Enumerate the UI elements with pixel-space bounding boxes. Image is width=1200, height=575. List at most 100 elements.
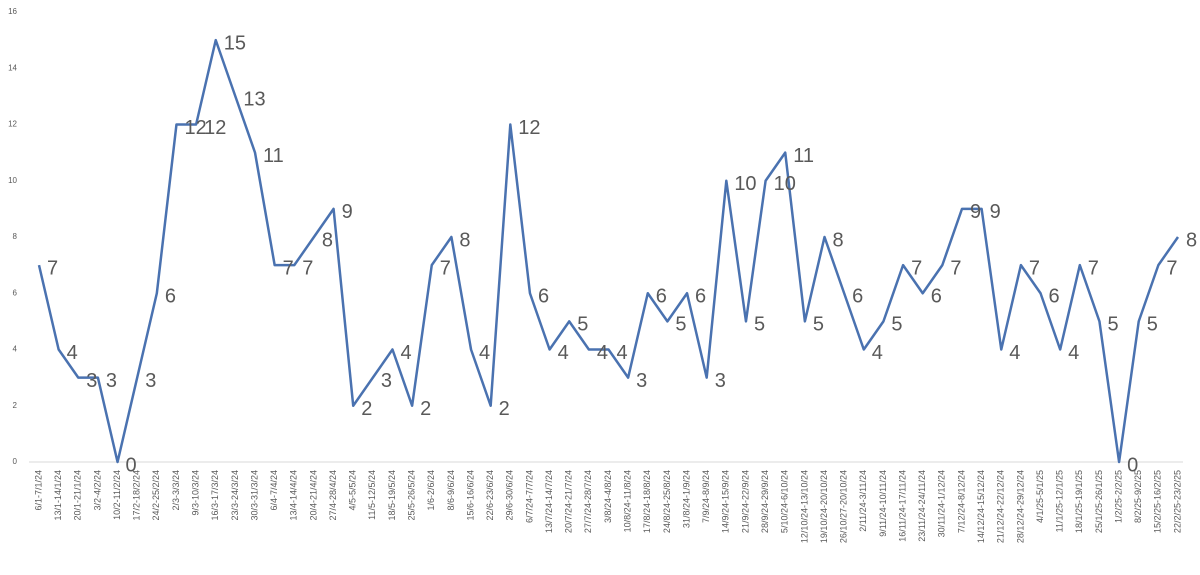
data-label: 7: [440, 257, 451, 279]
data-label: 7: [911, 257, 922, 279]
data-label: 3: [145, 370, 156, 392]
data-label: 6: [656, 286, 667, 308]
data-label: 11: [793, 145, 814, 167]
data-label: 9: [342, 201, 353, 223]
x-tick-label: 27/7/24-28/7/24: [583, 470, 593, 533]
x-tick-label: 2/11/24-3/11/24: [858, 470, 868, 532]
x-tick-label: 1/6-2/6/24: [426, 470, 436, 511]
y-tick-label: 10: [8, 176, 17, 185]
x-tick-label: 29/6-30/6/24: [505, 470, 515, 521]
data-label: 6: [931, 286, 942, 308]
x-tick-label: 16/11/24-17/11/24: [897, 470, 907, 542]
x-tick-label: 14/12/24-15/12/24: [976, 470, 986, 543]
data-label: 0: [126, 454, 137, 476]
x-tick-label: 5/10/24-6/10/24: [780, 470, 790, 533]
data-label: 7: [950, 257, 961, 279]
x-tick-label: 30/11/24-1/12/24: [937, 470, 947, 537]
x-tick-label: 20/7/24-21/7/24: [564, 470, 574, 533]
y-tick-label: 2: [13, 401, 18, 410]
data-label: 5: [675, 314, 686, 336]
y-tick-label: 4: [13, 345, 18, 354]
x-tick-label: 24/2-25/2/24: [151, 470, 161, 521]
x-tick-label: 19/10/24-20/10/24: [819, 470, 829, 543]
x-tick-label: 21/12/24-22/12/24: [996, 470, 1006, 543]
y-tick-label: 8: [13, 232, 18, 241]
data-label: 8: [833, 229, 844, 251]
data-label: 15: [224, 32, 246, 54]
x-tick-label: 7/9/24-8/9/24: [701, 470, 711, 523]
x-tick-label: 6/7/24-7/7/24: [524, 470, 534, 523]
x-tick-label: 25/5-26/5/24: [406, 470, 416, 521]
data-label: 12: [518, 117, 540, 139]
x-tick-label: 9/11/24-10/11/24: [878, 470, 888, 537]
x-tick-label: 22/6-23/6/24: [485, 470, 495, 521]
data-label: 9: [990, 201, 1001, 223]
x-tick-label: 3/8/24-4/8/24: [603, 470, 613, 523]
x-tick-label: 3/2-4/2/24: [92, 470, 102, 511]
x-tick-label: 26/10/27-20/10/24: [839, 470, 849, 543]
x-tick-label: 14/9/24-15/9/24: [721, 470, 731, 533]
data-label: 5: [1147, 314, 1158, 336]
data-label: 3: [106, 370, 117, 392]
x-tick-label: 25/1/25-26/1/25: [1094, 470, 1104, 533]
data-label: 5: [813, 314, 824, 336]
data-label: 8: [322, 229, 333, 251]
data-label: 4: [597, 342, 608, 364]
y-tick-label: 12: [8, 120, 17, 129]
data-label: 12: [184, 117, 206, 139]
x-tick-label: 11/1/25-12/1/25: [1055, 470, 1065, 532]
data-label: 12: [204, 117, 226, 139]
x-tick-label: 23/3-24/3/24: [230, 470, 240, 521]
data-label: 4: [400, 342, 411, 364]
x-tick-label: 1/2/25-2/2/25: [1113, 470, 1123, 523]
data-label: 4: [1068, 342, 1079, 364]
y-tick-label: 0: [13, 457, 18, 466]
data-label: 5: [891, 314, 902, 336]
x-tick-label: 18/1/25-19/1/25: [1074, 470, 1084, 533]
data-label: 7: [1166, 257, 1177, 279]
y-tick-label: 14: [8, 63, 17, 72]
x-tick-label: 4/5-5/5/24: [348, 470, 358, 511]
data-label: 9: [970, 201, 981, 223]
data-label: 3: [86, 370, 97, 392]
data-label: 7: [283, 257, 294, 279]
data-label: 4: [1009, 342, 1020, 364]
data-label: 6: [165, 286, 176, 308]
x-tick-label: 17/8/24-18/8/24: [642, 470, 652, 533]
data-label: 2: [361, 398, 372, 420]
data-label: 4: [617, 342, 628, 364]
data-label: 7: [1029, 257, 1040, 279]
data-label: 6: [538, 286, 549, 308]
x-tick-label: 13/1-14/1/24: [53, 470, 63, 521]
x-tick-label: 28/9/24-29/9/24: [760, 470, 770, 533]
data-label: 3: [715, 370, 726, 392]
x-tick-label: 11/5-12/5/24: [367, 470, 377, 520]
data-label: 6: [1049, 286, 1060, 308]
x-tick-label: 9/3-10/3/24: [190, 470, 200, 516]
x-tick-label: 30/3-31/3/24: [249, 470, 259, 521]
data-label: 4: [558, 342, 569, 364]
data-label: 4: [479, 342, 490, 364]
line: [37, 38, 1180, 464]
data-label: 2: [420, 398, 431, 420]
data-label: 8: [459, 229, 470, 251]
data-label: 7: [47, 257, 58, 279]
x-tick-label: 20/4-21/4/24: [308, 470, 318, 521]
x-tick-label: 31/8/24-1/9/24: [681, 470, 691, 528]
x-tick-label: 6/4-7/4/24: [269, 470, 279, 511]
data-label: 6: [852, 286, 863, 308]
y-tick-label: 6: [13, 288, 18, 297]
data-label: 7: [1088, 257, 1099, 279]
x-tick-label: 8/6-9/6/24: [446, 470, 456, 511]
y-tick-label: 16: [8, 7, 17, 16]
data-label: 0: [1127, 454, 1138, 476]
data-label: 6: [695, 286, 706, 308]
x-tick-label: 22/2/25-23/2/25: [1172, 470, 1182, 533]
x-tick-label: 7/12/24-8/12/24: [956, 470, 966, 533]
x-tick-label: 15/6-16/6/24: [465, 470, 475, 521]
x-tick-label: 15/2/25-16/2/25: [1153, 470, 1163, 533]
data-label: 5: [1107, 314, 1118, 336]
x-tick-label: 12/10/24-13/10/24: [799, 470, 809, 543]
